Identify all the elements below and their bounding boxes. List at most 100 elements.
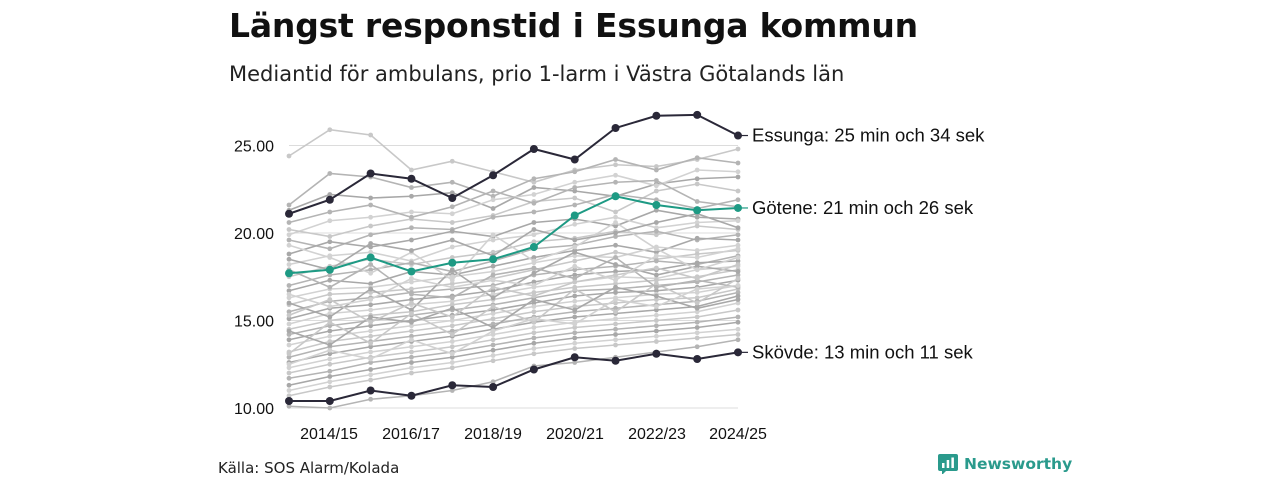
series-point [653, 207, 659, 213]
series-point [368, 214, 374, 220]
series-point [613, 305, 618, 311]
series-point [286, 251, 292, 257]
series-point [489, 255, 498, 264]
series-path [288, 209, 739, 255]
series-point [653, 333, 659, 339]
series-point [653, 225, 659, 231]
series-point [286, 288, 292, 294]
series-point [613, 220, 618, 225]
series-point [531, 255, 537, 260]
series-point [490, 263, 496, 269]
series-point [409, 297, 414, 302]
series-path [289, 351, 739, 402]
series-point [653, 188, 659, 194]
series-point [327, 209, 333, 215]
series-point [653, 288, 659, 294]
series-point [490, 307, 496, 313]
x-axis: 2014/15 2016/17 2018/19 2020/21 2022/23 2024/… [300, 426, 767, 443]
series-point [286, 337, 292, 343]
series-point [572, 249, 578, 255]
background-series-line [286, 262, 741, 325]
series-point [449, 204, 455, 210]
series-path [288, 302, 739, 369]
series-point [286, 316, 292, 322]
series-point [449, 318, 455, 323]
series-point [327, 291, 333, 297]
series-point [694, 309, 700, 315]
series-point [490, 328, 496, 334]
series-point [368, 349, 374, 355]
series-point [652, 201, 661, 209]
series-point [694, 305, 700, 311]
series-point [531, 185, 537, 190]
x-tick-label: 2014/15 [300, 426, 358, 443]
y-tick-label: 10.00 [234, 401, 274, 418]
series-point [531, 309, 537, 315]
series-point [286, 309, 292, 315]
series-point [613, 172, 618, 178]
series-point [409, 311, 414, 316]
series-point [449, 244, 455, 250]
series-point [366, 169, 375, 178]
series-point [613, 316, 618, 322]
series-point [613, 321, 618, 327]
series-point [693, 206, 702, 215]
series-point [653, 312, 659, 318]
series-point [490, 353, 496, 358]
series-point [531, 200, 537, 206]
series-path [288, 247, 739, 308]
series-point [653, 249, 659, 255]
series-point [327, 351, 333, 357]
series-path [288, 156, 739, 206]
series-point [449, 190, 455, 196]
series-point [613, 157, 618, 162]
series-point [325, 397, 334, 405]
series-point [449, 284, 455, 290]
series-point [531, 316, 537, 322]
brand-logo[interactable]: Newsworthy [938, 454, 1072, 474]
series-point [531, 304, 537, 309]
series-point [694, 248, 700, 253]
series-label-skövde: Skövde: 13 min och 11 sek [752, 341, 974, 362]
series-point [490, 316, 496, 322]
series-point [694, 344, 700, 350]
series-path [288, 328, 739, 392]
series-point [570, 211, 579, 220]
series-point [368, 195, 374, 201]
series-point [368, 319, 374, 325]
series-point [409, 354, 414, 360]
series-point [490, 277, 496, 283]
series-point [449, 388, 455, 393]
series-point [490, 325, 496, 330]
chart-title: Längst responstid i Essunga kommun [229, 6, 918, 45]
series-point [366, 253, 375, 262]
highlight-series-essunga [285, 110, 742, 218]
series-point [613, 284, 618, 290]
series-point [531, 258, 537, 264]
series-point [409, 276, 414, 281]
series-point [653, 339, 659, 344]
series-point [286, 354, 292, 360]
series-point [449, 314, 455, 320]
series-point [653, 258, 659, 264]
series-path [288, 195, 739, 275]
series-point [368, 356, 374, 362]
series-point [653, 232, 659, 238]
series-point [286, 300, 292, 306]
series-point [613, 272, 618, 278]
series-path [288, 128, 739, 184]
series-point [613, 337, 618, 343]
series-point [613, 277, 618, 283]
series-point [368, 267, 374, 273]
series-point [407, 174, 416, 183]
series-point [327, 342, 333, 348]
series-point [286, 403, 292, 409]
series-point [613, 242, 618, 248]
series-point [368, 314, 374, 320]
series-point [327, 374, 333, 379]
series-point [531, 227, 537, 232]
series-point [409, 237, 414, 243]
series-point [572, 258, 578, 264]
series-point [611, 124, 620, 132]
